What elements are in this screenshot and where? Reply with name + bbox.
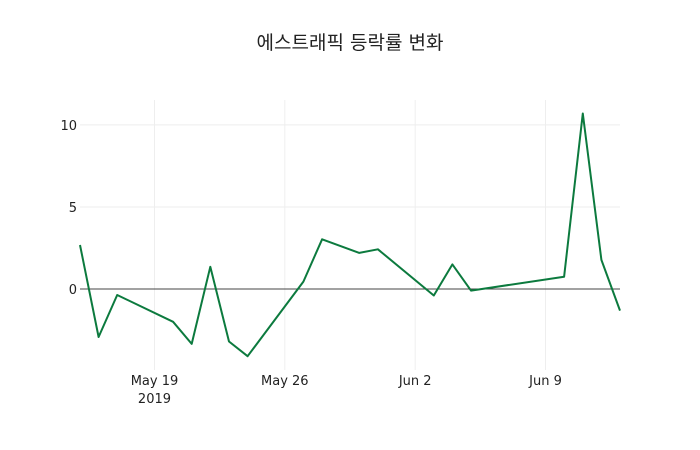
x-axis: May 19 2019 May 26 Jun 2 Jun 9 [131,374,562,407]
series-polyline [79,112,621,358]
y-axis: 0 5 10 [60,119,77,298]
x-tick-label: May 26 [261,374,309,389]
x-tick-sublabel: 2019 [138,392,171,407]
chart-title: 에스트래픽 등락률 변화 [256,32,444,54]
series-line [79,112,621,358]
y-tick-label: 5 [69,201,77,216]
y-tick-label: 10 [60,119,77,134]
x-tick-label: May 19 [131,374,179,389]
x-tick-label: Jun 2 [398,374,432,389]
gridlines [80,100,620,370]
y-tick-label: 0 [69,283,77,298]
x-tick-label: Jun 9 [528,374,562,389]
